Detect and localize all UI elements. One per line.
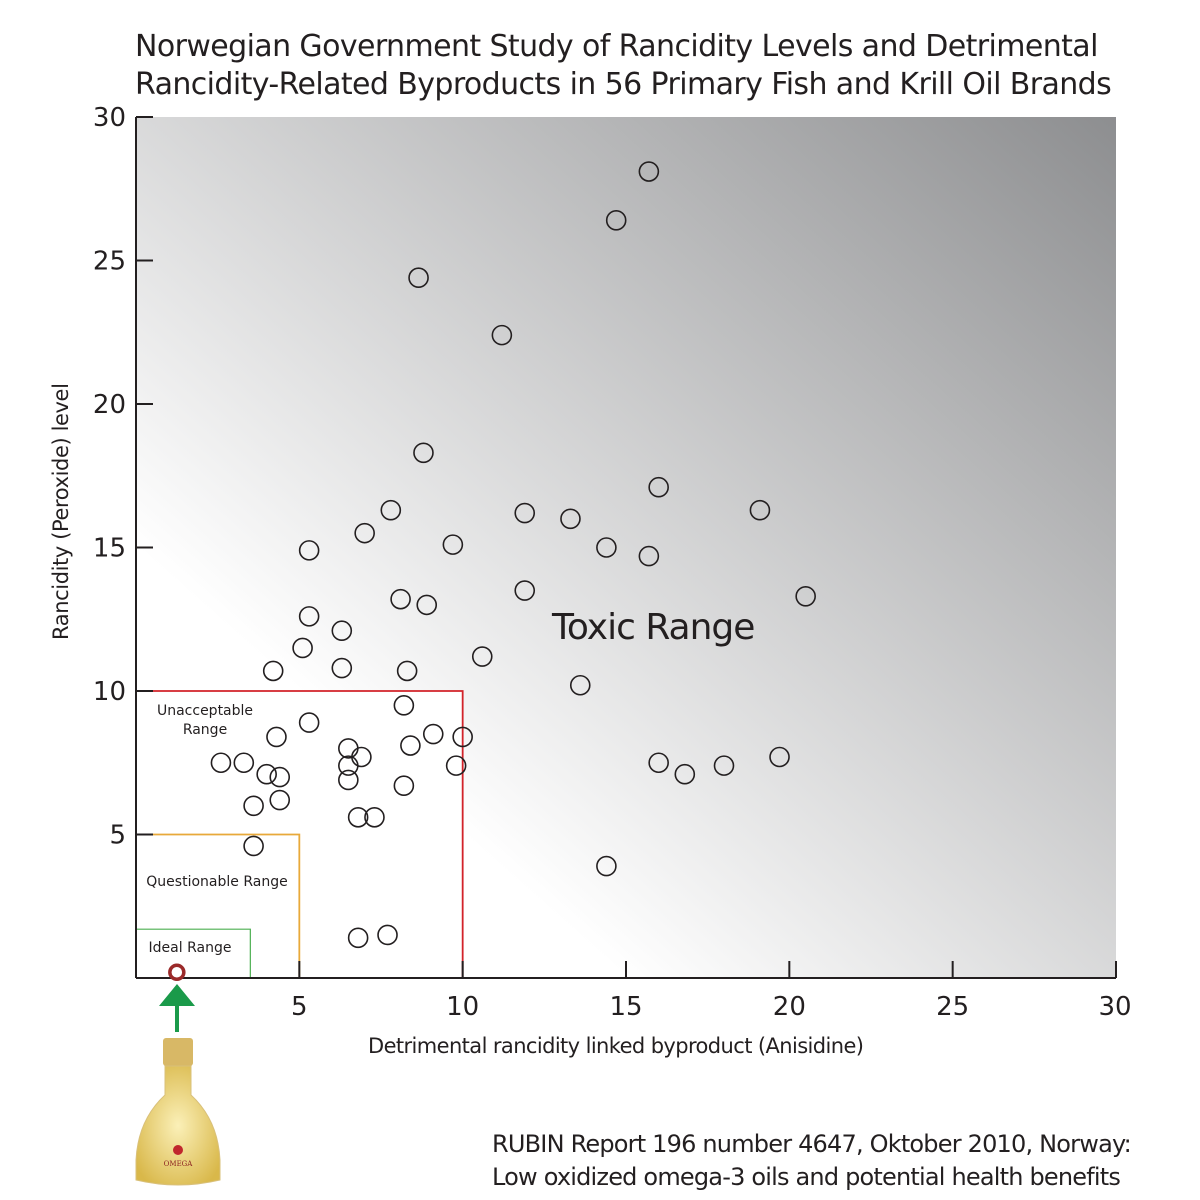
region-label: Questionable Range [146,874,287,890]
data-point [269,766,291,788]
y-tick-label: 30 [93,103,126,133]
x-tick-label: 30 [1098,992,1131,1022]
source-line-1: RUBIN Report 196 number 4647, Oktober 20… [492,1130,1132,1158]
data-point [749,499,771,521]
data-point [243,795,264,817]
data-point [354,522,375,544]
data-point [569,674,591,696]
data-point [377,924,398,946]
data-point [393,775,415,797]
data-point [596,855,617,877]
data-point [408,267,429,289]
data-point [400,735,421,756]
y-axis-label: Rancidity (Peroxide) level [49,383,73,640]
data-point [233,752,255,774]
oil-bottle-image: OMEGA [135,1038,221,1186]
region-border [136,928,251,978]
data-point [596,537,617,558]
y-tick-label: 25 [93,247,126,277]
highlight-point [168,963,186,982]
bottle-label: OMEGA [164,1160,194,1168]
data-point [298,540,320,561]
data-point [514,580,536,601]
data-point [243,835,264,857]
data-point [269,789,291,811]
data-point [396,660,418,682]
region-border [136,690,464,978]
data-point [292,637,313,659]
toxic-range-label: Toxic Range [551,607,754,648]
data-point [648,752,669,774]
data-point [298,606,320,627]
data-point [514,502,536,524]
x-tick-label: 20 [773,992,806,1022]
x-tick-label: 15 [609,992,642,1022]
source-line-2: Low oxidized omega-3 oils and potential … [492,1163,1121,1191]
data-point [471,646,493,667]
data-point [713,755,735,776]
data-point [364,806,385,828]
data-point [422,723,444,745]
y-tick-label: 15 [93,534,126,564]
data-point [442,534,464,555]
data-point [491,324,513,346]
arrow-up-icon [159,984,195,1032]
x-tick-label: 10 [446,992,479,1022]
data-point [769,746,790,768]
region-label: Unacceptable Range [157,703,253,738]
data-point [380,499,402,521]
data-point [416,594,438,616]
y-tick-label: 10 [93,677,126,707]
data-point [331,620,353,642]
data-point [390,588,411,610]
data-point [638,545,660,567]
data-point [605,210,627,231]
data-point [638,161,660,182]
data-point [347,806,369,828]
data-point [266,726,287,748]
x-tick-label: 25 [936,992,969,1022]
data-point [262,660,284,682]
y-tick-label: 5 [109,821,126,851]
data-point [795,585,816,607]
chart-title-line-1: Norwegian Government Study of Rancidity … [135,29,1098,64]
data-point [256,763,277,785]
data-point [331,657,353,679]
data-point [413,442,434,464]
data-point [393,695,415,716]
region-border [136,833,301,978]
data-point [452,726,473,748]
chart-title: Norwegian Government Study of Rancidity … [135,28,1112,104]
y-tick-label: 20 [93,390,126,420]
source-citation: RUBIN Report 196 number 4647, Oktober 20… [492,1128,1132,1194]
data-point [560,508,581,530]
data-point [210,752,232,774]
data-point [674,763,696,785]
data-point [347,927,369,949]
data-point [338,769,359,791]
data-point [648,476,669,498]
chart-title-line-2: Rancidity-Related Byproducts in 56 Prima… [135,67,1112,102]
data-point [338,755,359,776]
region-label: Ideal Range [149,940,232,956]
x-tick-label: 5 [291,992,308,1022]
x-axis-label: Detrimental rancidity linked byproduct (… [368,1034,863,1058]
data-point [445,755,467,776]
data-point [298,712,320,733]
